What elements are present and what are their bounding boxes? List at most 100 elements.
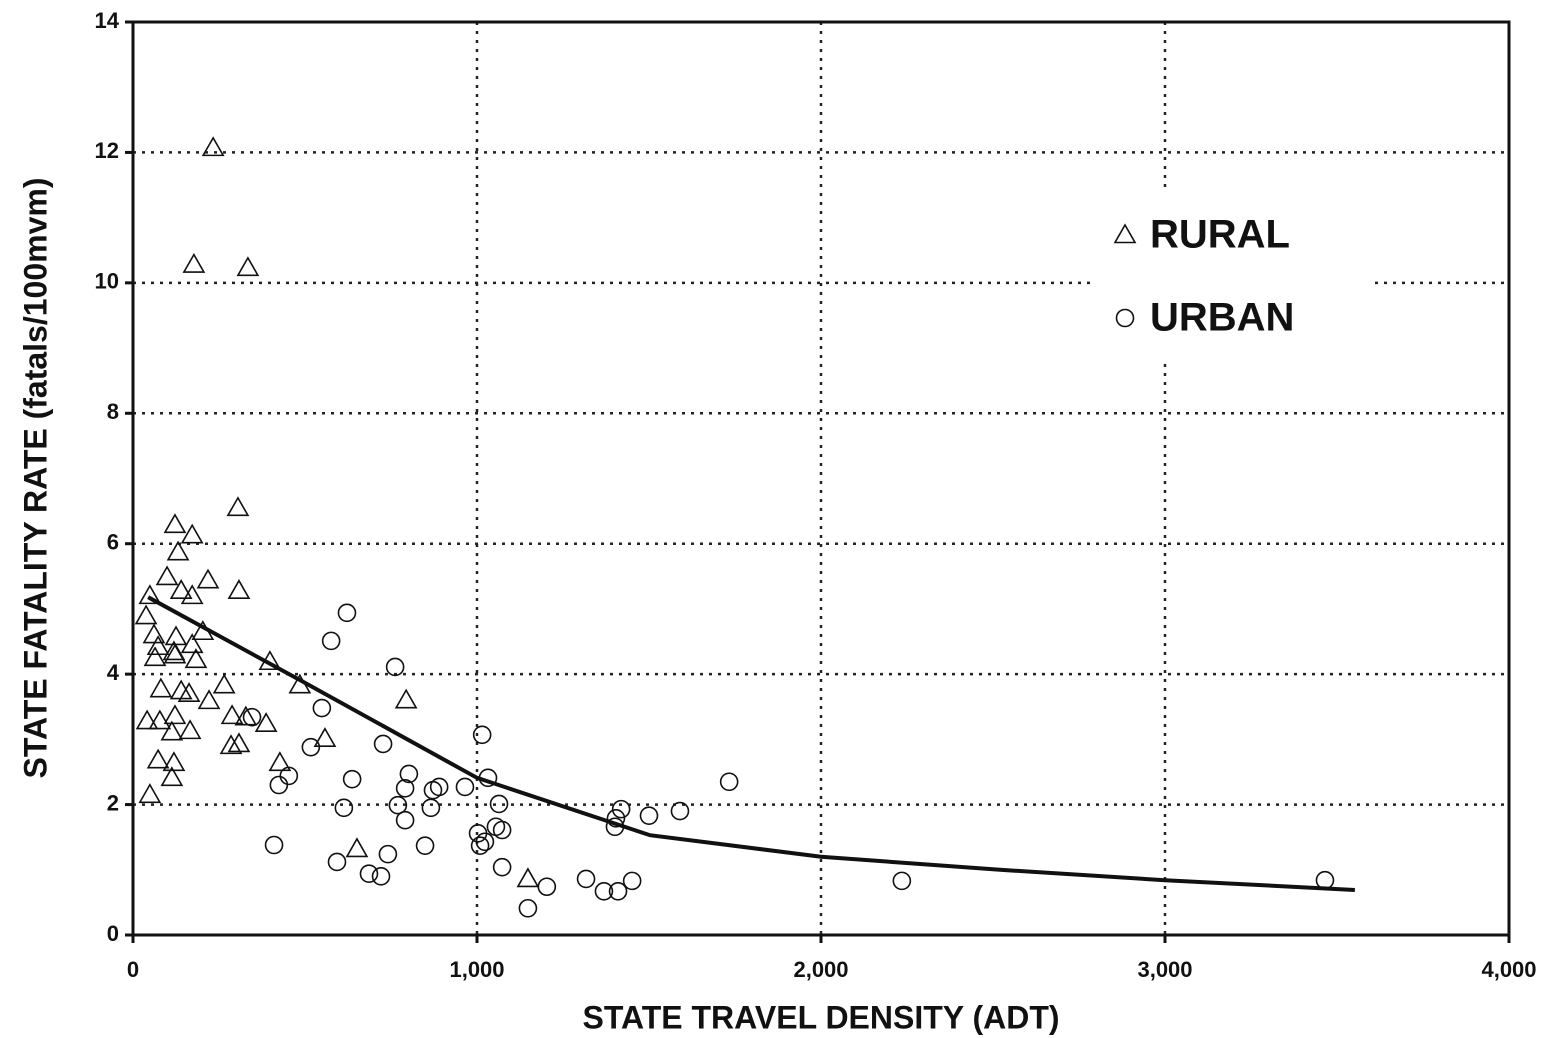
- y-tick-label: 4: [107, 660, 120, 685]
- x-axis-title: STATE TRAVEL DENSITY (ADT): [582, 999, 1059, 1035]
- y-tick-label: 2: [107, 790, 119, 815]
- legend-label: RURAL: [1150, 213, 1290, 257]
- data-point: [892, 871, 912, 891]
- data-point: [180, 523, 204, 544]
- data-point: [415, 836, 435, 855]
- y-tick-label: 10: [95, 269, 119, 294]
- data-point: [178, 719, 202, 740]
- data-point: [155, 565, 179, 586]
- data-point: [399, 764, 419, 784]
- data-point: [492, 857, 512, 877]
- data-point: [197, 689, 221, 710]
- data-point: [395, 778, 415, 798]
- data-point: [385, 657, 405, 677]
- y-tick-label: 8: [107, 399, 119, 424]
- data-point: [234, 705, 258, 726]
- data-point: [301, 737, 321, 757]
- data-point: [146, 635, 170, 656]
- data-point: [359, 864, 379, 883]
- data-point: [342, 769, 362, 789]
- data-point: [269, 775, 289, 795]
- data-point: [164, 625, 188, 646]
- data-point: [148, 709, 172, 730]
- data-point: [182, 252, 206, 273]
- data-point: [394, 688, 418, 709]
- data-point: [388, 795, 408, 815]
- fit-curve: [147, 595, 1355, 892]
- data-point: [455, 777, 475, 797]
- y-axis-title: STATE FATALITY RATE (fatals/100mvm): [17, 178, 53, 779]
- data-point: [220, 704, 244, 725]
- data-point: [219, 734, 243, 755]
- data-point: [371, 867, 391, 886]
- data-point: [196, 568, 220, 589]
- data-point: [212, 673, 236, 694]
- data-point: [191, 620, 215, 641]
- legend-background: [1095, 190, 1375, 360]
- data-point: [143, 646, 167, 667]
- y-tick-label: 14: [95, 8, 120, 33]
- data-point: [138, 783, 162, 804]
- data-point: [268, 751, 292, 772]
- x-tick-label: 4,000: [1481, 957, 1536, 982]
- data-point: [227, 579, 251, 599]
- data-point: [719, 772, 739, 792]
- data-point: [258, 650, 282, 671]
- data-point: [177, 682, 201, 703]
- plot-frame: [131, 20, 1511, 937]
- data-point: [421, 798, 441, 818]
- data-point: [180, 633, 204, 654]
- data-point: [180, 584, 204, 605]
- data-point: [594, 882, 614, 901]
- data-point: [516, 867, 540, 888]
- y-tick-label: 0: [107, 921, 119, 946]
- data-point: [142, 623, 166, 644]
- data-point: [313, 727, 337, 748]
- data-point: [236, 256, 260, 277]
- data-point: [475, 832, 495, 852]
- data-point: [254, 712, 278, 733]
- data-point: [327, 852, 347, 872]
- data-point: [337, 603, 357, 623]
- data-point: [169, 579, 193, 599]
- data-point: [160, 766, 184, 787]
- data-point: [492, 820, 512, 840]
- data-point: [135, 709, 159, 730]
- legend-marker: [1115, 308, 1135, 328]
- y-tick-label: 6: [107, 530, 119, 555]
- data-point: [378, 844, 398, 864]
- data-point: [166, 540, 190, 561]
- data-point: [264, 835, 284, 855]
- data-point: [611, 799, 631, 819]
- data-point: [321, 631, 341, 651]
- data-point: [242, 707, 262, 727]
- data-point: [146, 748, 170, 769]
- legend-label: URBAN: [1150, 296, 1294, 340]
- data-point: [184, 648, 208, 669]
- data-point: [163, 704, 187, 725]
- data-point: [1315, 870, 1335, 890]
- data-point: [201, 136, 225, 157]
- data-point: [138, 584, 162, 605]
- data-point: [226, 496, 250, 517]
- x-tick-label: 2,000: [793, 957, 848, 982]
- data-point: [312, 698, 332, 718]
- data-point: [134, 604, 158, 625]
- data-point: [472, 725, 492, 745]
- data-point: [670, 801, 690, 821]
- data-point: [639, 806, 659, 825]
- data-point: [395, 810, 415, 830]
- data-point: [489, 794, 509, 814]
- data-point: [373, 734, 393, 754]
- data-point: [227, 732, 251, 753]
- data-point: [470, 836, 490, 855]
- data-point: [478, 768, 498, 788]
- data-point: [576, 869, 596, 889]
- data-point: [608, 882, 628, 901]
- data-point: [163, 643, 187, 664]
- grid: [133, 22, 1509, 935]
- data-point: [606, 808, 626, 828]
- legend-marker: [1113, 223, 1137, 244]
- data-point: [163, 513, 187, 534]
